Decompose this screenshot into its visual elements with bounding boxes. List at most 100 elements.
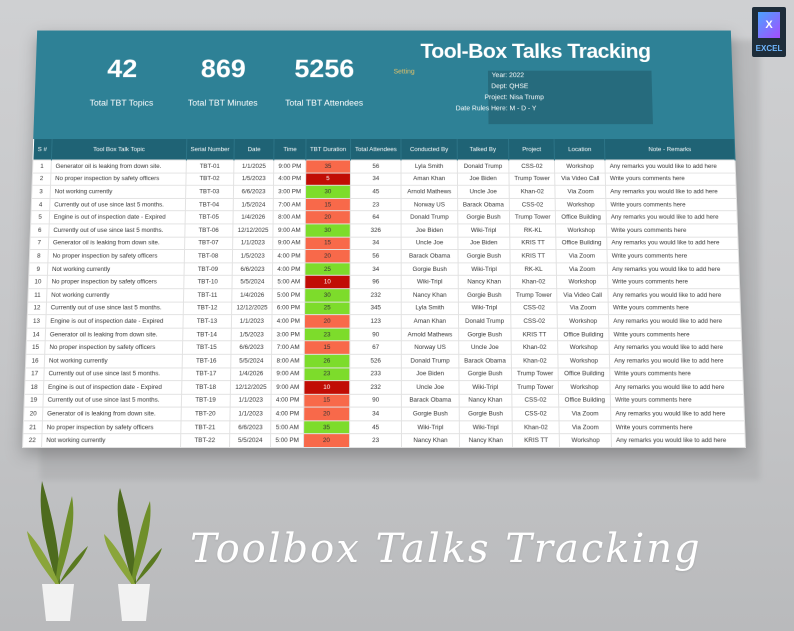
remarks-cell[interactable]: Write yours comments here [607,250,739,263]
project-cell[interactable]: CSS-02 [512,407,559,420]
row-number[interactable]: 1 [32,160,51,173]
attendees-cell[interactable]: 526 [350,354,402,367]
row-number[interactable]: 5 [31,211,50,224]
attendees-cell[interactable]: 90 [350,394,402,407]
time-cell[interactable]: 9:00 AM [273,224,305,237]
remarks-cell[interactable]: Write yours comments here [610,367,743,380]
serial-cell[interactable]: TBT-06 [184,224,232,237]
serial-cell[interactable]: TBT-22 [180,434,230,447]
date-cell[interactable]: 1/5/2023 [231,328,272,341]
date-cell[interactable]: 5/5/2024 [229,434,271,447]
duration-cell[interactable]: 15 [305,237,350,250]
remarks-cell[interactable]: Any remarks you would like to add here [606,185,737,198]
topic-cell[interactable]: Engine is out of inspection date - Expir… [43,381,181,394]
column-header[interactable]: Project [509,139,555,160]
talked-by-cell[interactable]: Barack Obama [458,354,511,367]
duration-cell[interactable]: 20 [305,250,350,263]
topic-cell[interactable]: No proper inspection by safety officers [45,341,182,354]
remarks-cell[interactable]: Write yours comments here [608,276,740,289]
date-cell[interactable]: 1/1/2023 [230,394,272,407]
setting-dept[interactable]: Dept: QHSE [488,82,652,93]
remarks-cell[interactable]: Write yours comments here [611,421,745,434]
conducted-by-cell[interactable]: Barack Obama [402,394,459,407]
time-cell[interactable]: 5:00 AM [273,276,305,289]
location-cell[interactable]: Workshop [558,354,610,367]
remarks-cell[interactable]: Write yours comments here [608,302,740,315]
duration-cell[interactable]: 26 [304,354,350,367]
time-cell[interactable]: 6:00 PM [272,302,304,315]
location-cell[interactable]: Workshop [557,276,608,289]
row-number[interactable]: 13 [27,315,46,328]
project-cell[interactable]: RK-KL [510,263,557,276]
serial-cell[interactable]: TBT-05 [185,211,233,224]
date-cell[interactable]: 6/6/2023 [230,421,272,434]
topic-cell[interactable]: Engine is out of inspection date - Expir… [46,315,183,328]
remarks-cell[interactable]: Write yours comments here [607,224,738,237]
talked-by-cell[interactable]: Gorgie Bush [458,367,511,380]
time-cell[interactable]: 4:00 PM [273,250,305,263]
date-cell[interactable]: 1/4/2026 [233,211,274,224]
location-cell[interactable]: Via Zoom [557,263,608,276]
time-cell[interactable]: 3:00 PM [274,185,306,198]
serial-cell[interactable]: TBT-09 [184,263,233,276]
duration-cell[interactable]: 30 [305,224,350,237]
attendees-cell[interactable]: 34 [350,263,402,276]
serial-cell[interactable]: TBT-17 [181,367,230,380]
time-cell[interactable]: 4:00 PM [273,263,305,276]
duration-cell[interactable]: 20 [303,434,349,447]
topic-cell[interactable]: No proper inspection by safety officers [48,250,184,263]
project-cell[interactable]: Khan-02 [509,185,555,198]
row-number[interactable]: 2 [32,173,51,186]
time-cell[interactable]: 9:00 AM [273,237,305,250]
project-cell[interactable]: CSS-02 [509,160,555,173]
column-header[interactable]: Serial Number [186,139,234,160]
project-cell[interactable]: CSS-02 [511,315,558,328]
duration-cell[interactable]: 10 [304,381,350,394]
time-cell[interactable]: 5:00 PM [273,289,305,302]
serial-cell[interactable]: TBT-20 [181,407,230,420]
row-number[interactable]: 15 [26,341,45,354]
serial-cell[interactable]: TBT-18 [181,381,230,394]
time-cell[interactable]: 9:00 AM [272,367,304,380]
location-cell[interactable]: Via Zoom [555,185,606,198]
time-cell[interactable]: 8:00 AM [272,354,304,367]
topic-cell[interactable]: Currently out of use since last 5 months… [43,394,181,407]
date-cell[interactable]: 1/4/2026 [232,289,273,302]
attendees-cell[interactable]: 345 [350,302,402,315]
duration-cell[interactable]: 25 [305,263,350,276]
talked-by-cell[interactable]: Gorgie Bush [459,407,513,420]
attendees-cell[interactable]: 64 [350,211,401,224]
conducted-by-cell[interactable]: Donald Trump [401,211,457,224]
topic-cell[interactable]: Currently out of use since last 5 months… [46,302,183,315]
location-cell[interactable]: Workshop [559,381,611,394]
column-header[interactable]: Note - Remarks [605,139,735,160]
serial-cell[interactable]: TBT-14 [182,328,231,341]
conducted-by-cell[interactable]: Uncle Joe [402,237,458,250]
row-number[interactable]: 6 [30,224,49,237]
duration-cell[interactable]: 15 [305,198,350,211]
talked-by-cell[interactable]: Gorgie Bush [458,328,511,341]
date-cell[interactable]: 1/5/2023 [232,250,273,263]
attendees-cell[interactable]: 23 [350,198,401,211]
duration-cell[interactable]: 35 [306,160,351,173]
project-cell[interactable]: Trump Tower [511,289,558,302]
attendees-cell[interactable]: 96 [350,276,402,289]
talked-by-cell[interactable]: Wiki-Tripl [458,302,511,315]
topic-cell[interactable]: Currently out of use since last 5 months… [49,224,185,237]
time-cell[interactable]: 4:00 PM [274,173,306,186]
talked-by-cell[interactable]: Joe Biden [457,237,510,250]
time-cell[interactable]: 8:00 AM [273,211,305,224]
location-cell[interactable]: Via Video Call [557,289,608,302]
row-number[interactable]: 4 [31,198,50,211]
column-header[interactable]: Location [554,139,605,160]
date-cell[interactable]: 6/6/2023 [232,263,273,276]
conducted-by-cell[interactable]: Uncle Joe [402,381,459,394]
setting-project[interactable]: Project: Nisa Trump [488,93,652,104]
talked-by-cell[interactable]: Wiki-Tripl [457,224,510,237]
row-number[interactable]: 9 [29,263,48,276]
attendees-cell[interactable]: 233 [350,367,402,380]
column-header[interactable]: TBT Duration [306,139,351,160]
duration-cell[interactable]: 35 [303,421,349,434]
location-cell[interactable]: Via Zoom [557,302,608,315]
location-cell[interactable]: Workshop [555,160,606,173]
